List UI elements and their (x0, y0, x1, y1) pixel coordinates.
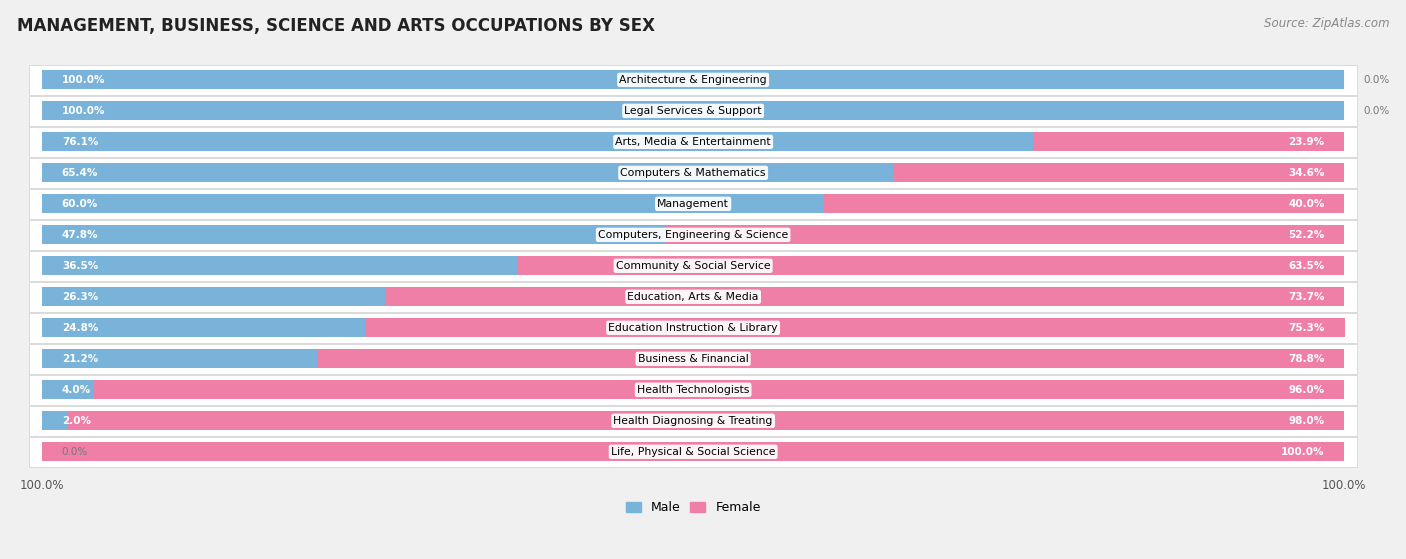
Text: MANAGEMENT, BUSINESS, SCIENCE AND ARTS OCCUPATIONS BY SEX: MANAGEMENT, BUSINESS, SCIENCE AND ARTS O… (17, 17, 655, 35)
Bar (894, 163, 1344, 182)
Text: 100.0%: 100.0% (1281, 447, 1324, 457)
Bar (42, 70, 1344, 89)
Bar (94, 380, 1344, 400)
Text: 100.0%: 100.0% (62, 106, 105, 116)
Text: Computers, Engineering & Science: Computers, Engineering & Science (598, 230, 789, 240)
Text: Architecture & Engineering: Architecture & Engineering (619, 75, 766, 85)
Text: 34.6%: 34.6% (1288, 168, 1324, 178)
Bar (366, 318, 1346, 338)
Bar (30, 406, 1357, 436)
Text: 100.0%: 100.0% (62, 75, 105, 85)
Text: 52.2%: 52.2% (1288, 230, 1324, 240)
Bar (69, 411, 1344, 430)
Bar (30, 158, 1357, 188)
Text: Life, Physical & Social Science: Life, Physical & Social Science (610, 447, 775, 457)
Bar (665, 225, 1344, 244)
Legend: Male, Female: Male, Female (620, 496, 766, 519)
Bar (42, 442, 1344, 461)
Bar (30, 250, 1357, 281)
Bar (30, 344, 1357, 374)
Bar (30, 65, 1357, 95)
Bar (1033, 132, 1344, 151)
Bar (824, 194, 1344, 214)
Bar (30, 220, 1357, 250)
Bar (42, 380, 94, 400)
Text: 40.0%: 40.0% (1288, 199, 1324, 209)
Bar (30, 96, 1357, 126)
Text: 2.0%: 2.0% (62, 416, 91, 426)
Bar (42, 163, 894, 182)
Bar (385, 287, 1344, 306)
Text: 0.0%: 0.0% (1364, 106, 1389, 116)
Text: 21.2%: 21.2% (62, 354, 98, 364)
Text: Management: Management (657, 199, 730, 209)
Bar (42, 287, 385, 306)
Text: Education Instruction & Library: Education Instruction & Library (609, 323, 778, 333)
Text: Source: ZipAtlas.com: Source: ZipAtlas.com (1264, 17, 1389, 30)
Text: Business & Financial: Business & Financial (638, 354, 748, 364)
Text: 4.0%: 4.0% (62, 385, 91, 395)
Bar (30, 282, 1357, 312)
Bar (30, 375, 1357, 405)
Bar (42, 225, 665, 244)
Text: 23.9%: 23.9% (1288, 137, 1324, 147)
Bar (517, 256, 1344, 276)
Text: 0.0%: 0.0% (1364, 75, 1389, 85)
Text: Legal Services & Support: Legal Services & Support (624, 106, 762, 116)
Text: 63.5%: 63.5% (1288, 261, 1324, 271)
Bar (42, 349, 318, 368)
Text: 60.0%: 60.0% (62, 199, 98, 209)
Text: 0.0%: 0.0% (62, 447, 89, 457)
Text: 75.3%: 75.3% (1288, 323, 1324, 333)
Bar (318, 349, 1344, 368)
Text: Arts, Media & Entertainment: Arts, Media & Entertainment (616, 137, 770, 147)
Text: Health Diagnosing & Treating: Health Diagnosing & Treating (613, 416, 773, 426)
Text: 78.8%: 78.8% (1288, 354, 1324, 364)
Text: 24.8%: 24.8% (62, 323, 98, 333)
Bar (42, 256, 517, 276)
Text: Computers & Mathematics: Computers & Mathematics (620, 168, 766, 178)
Bar (42, 411, 69, 430)
Bar (30, 312, 1357, 343)
Bar (42, 132, 1033, 151)
Text: 65.4%: 65.4% (62, 168, 98, 178)
Bar (30, 437, 1357, 467)
Text: 47.8%: 47.8% (62, 230, 98, 240)
Bar (42, 101, 1344, 121)
Text: 73.7%: 73.7% (1288, 292, 1324, 302)
Bar (42, 318, 366, 338)
Text: 96.0%: 96.0% (1288, 385, 1324, 395)
Text: Community & Social Service: Community & Social Service (616, 261, 770, 271)
Text: 26.3%: 26.3% (62, 292, 98, 302)
Bar (30, 188, 1357, 219)
Bar (42, 194, 824, 214)
Text: 98.0%: 98.0% (1288, 416, 1324, 426)
Bar (30, 127, 1357, 157)
Text: Education, Arts & Media: Education, Arts & Media (627, 292, 759, 302)
Text: 76.1%: 76.1% (62, 137, 98, 147)
Text: Health Technologists: Health Technologists (637, 385, 749, 395)
Text: 36.5%: 36.5% (62, 261, 98, 271)
